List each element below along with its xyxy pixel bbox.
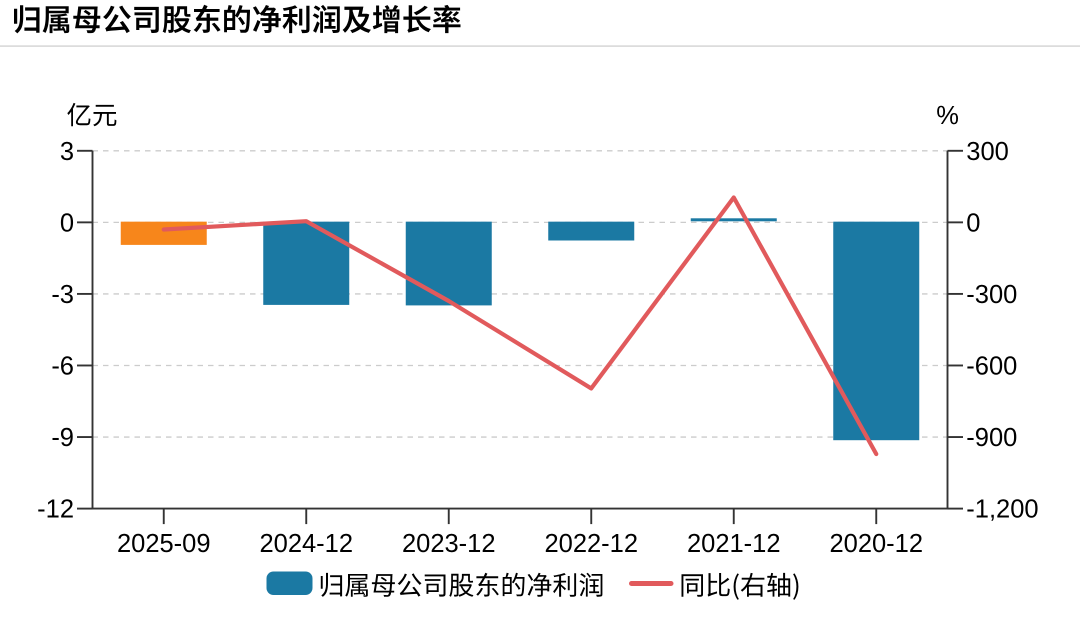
svg-text:3: 3: [60, 138, 74, 166]
svg-text:-3: -3: [51, 281, 74, 309]
svg-text:2020-12: 2020-12: [829, 530, 923, 558]
svg-text:300: 300: [966, 138, 1009, 166]
svg-text:2025-09: 2025-09: [117, 530, 211, 558]
svg-text:2024-12: 2024-12: [259, 530, 353, 558]
svg-text:%: %: [936, 102, 959, 130]
svg-text:-300: -300: [966, 281, 1017, 309]
svg-text:-9: -9: [51, 424, 74, 452]
svg-text:-12: -12: [37, 496, 74, 524]
svg-text:2023-12: 2023-12: [402, 530, 496, 558]
svg-text:0: 0: [60, 209, 74, 237]
svg-text:2021-12: 2021-12: [687, 530, 781, 558]
svg-text:2022-12: 2022-12: [544, 530, 638, 558]
svg-text:-1,200: -1,200: [966, 496, 1038, 524]
svg-text:-6: -6: [51, 353, 74, 381]
svg-text:-900: -900: [966, 424, 1017, 452]
svg-text:-600: -600: [966, 353, 1017, 381]
svg-text:0: 0: [966, 209, 980, 237]
